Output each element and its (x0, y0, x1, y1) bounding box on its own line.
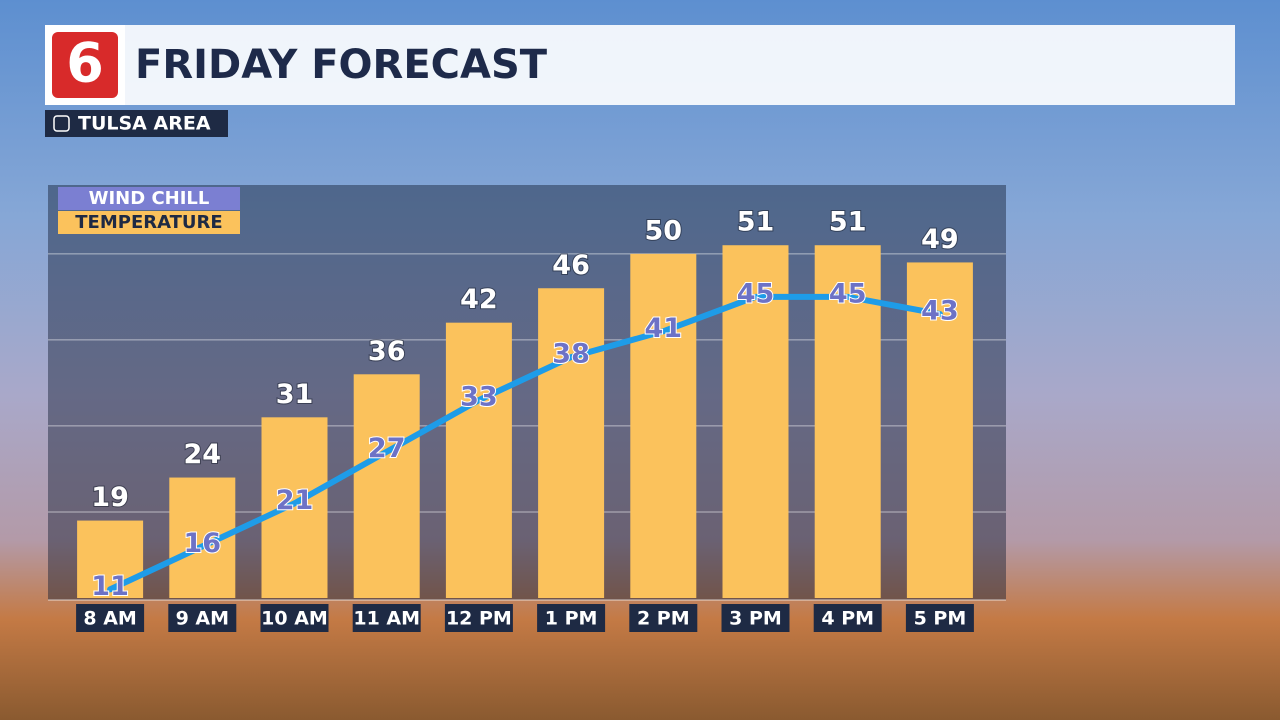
bar-value-label: 49 (921, 224, 959, 255)
bar (261, 417, 328, 598)
line-value-label: 21 (276, 485, 314, 516)
plot: WIND CHILL TEMPERATURE 19 24 31 36 42 46 50 51 51 4… (48, 187, 1006, 632)
x-tick-box (537, 604, 606, 632)
location: TULSA AREA (78, 113, 211, 135)
bar-value-label: 42 (460, 284, 498, 315)
bar (814, 245, 881, 598)
x-tick-label: 8 AM (83, 608, 136, 630)
line-value-label: 11 (91, 571, 129, 602)
bar-value-label: 36 (368, 336, 406, 367)
bar-value-label: 51 (829, 207, 867, 238)
line (107, 293, 943, 593)
x-tick-box (629, 604, 698, 632)
x-tick-box (905, 604, 974, 632)
logo-badge (52, 32, 118, 98)
x-tick-box (813, 604, 882, 632)
x-tick-label: 11 AM (353, 608, 420, 630)
legend-swatch (58, 187, 240, 210)
bar (445, 322, 512, 598)
location-icon (53, 115, 70, 132)
location-box (45, 110, 228, 137)
bar (538, 288, 605, 598)
title: FRIDAY FORECAST (135, 42, 548, 88)
legend-label: TEMPERATURE (75, 212, 222, 233)
bar (906, 262, 973, 598)
bar-value-label: 50 (645, 215, 683, 246)
x-tick-label: 3 PM (729, 608, 782, 630)
x-tick-label: 5 PM (914, 608, 967, 630)
line-value-label: 45 (737, 278, 775, 309)
x-tick-box (260, 604, 329, 632)
x-tick-label: 10 AM (261, 608, 328, 630)
line-value-label: 16 (184, 528, 222, 559)
x-tick-box (76, 604, 145, 632)
x-tick-box (444, 604, 513, 632)
x-tick-box (352, 604, 421, 632)
bar (353, 374, 420, 598)
x-tick-label: 1 PM (545, 608, 598, 630)
x-tick-box (168, 604, 237, 632)
x-tick-label: 9 AM (176, 608, 229, 630)
x-tick-label: 4 PM (821, 608, 874, 630)
line-value-label: 43 (921, 296, 959, 327)
x-tick-box (721, 604, 790, 632)
line-value-label: 33 (460, 382, 498, 413)
x-tick-label: 2 PM (637, 608, 690, 630)
bar-value-label: 24 (184, 439, 222, 470)
line-value-label: 41 (645, 313, 683, 344)
bar (77, 520, 144, 598)
line-value-label: 27 (368, 433, 406, 464)
bar-value-label: 51 (737, 207, 775, 238)
bar-value-label: 46 (552, 250, 590, 281)
bar (630, 253, 697, 599)
bar-value-label: 19 (91, 482, 129, 513)
bar-value-label: 31 (276, 379, 314, 410)
line-value-label: 45 (829, 278, 867, 309)
header-bar (45, 25, 1235, 105)
legend-swatch (58, 211, 240, 234)
logo: 6 (66, 32, 104, 95)
x-tick-label: 12 PM (446, 608, 512, 630)
legend-label: WIND CHILL (89, 188, 210, 209)
line-value-label: 38 (552, 339, 590, 370)
